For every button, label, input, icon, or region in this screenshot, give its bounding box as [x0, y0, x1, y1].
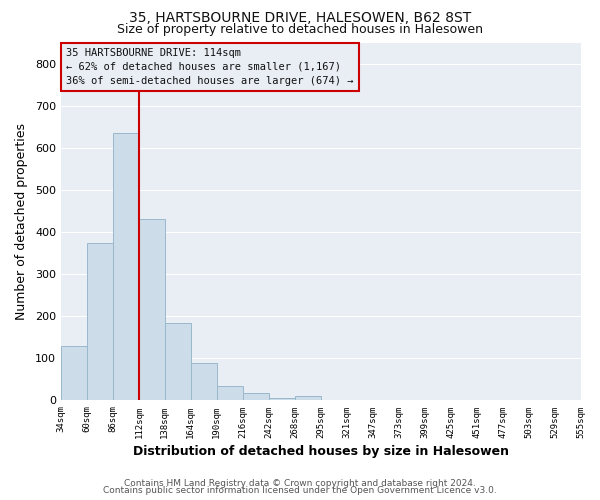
Text: 35, HARTSBOURNE DRIVE, HALESOWEN, B62 8ST: 35, HARTSBOURNE DRIVE, HALESOWEN, B62 8S… [129, 12, 471, 26]
X-axis label: Distribution of detached houses by size in Halesowen: Distribution of detached houses by size … [133, 444, 509, 458]
Bar [87, 242, 113, 400]
Bar [113, 133, 139, 400]
Text: Size of property relative to detached houses in Halesowen: Size of property relative to detached ho… [117, 22, 483, 36]
Bar [61, 346, 87, 401]
Bar [269, 398, 295, 400]
Text: Contains public sector information licensed under the Open Government Licence v3: Contains public sector information licen… [103, 486, 497, 495]
Bar [139, 220, 165, 400]
Bar [295, 396, 321, 400]
Text: Contains HM Land Registry data © Crown copyright and database right 2024.: Contains HM Land Registry data © Crown c… [124, 478, 476, 488]
Bar [217, 386, 243, 400]
Bar [191, 364, 217, 401]
Y-axis label: Number of detached properties: Number of detached properties [15, 123, 28, 320]
Bar [165, 322, 191, 400]
Text: 35 HARTSBOURNE DRIVE: 114sqm
← 62% of detached houses are smaller (1,167)
36% of: 35 HARTSBOURNE DRIVE: 114sqm ← 62% of de… [66, 48, 353, 86]
Bar [243, 393, 269, 400]
